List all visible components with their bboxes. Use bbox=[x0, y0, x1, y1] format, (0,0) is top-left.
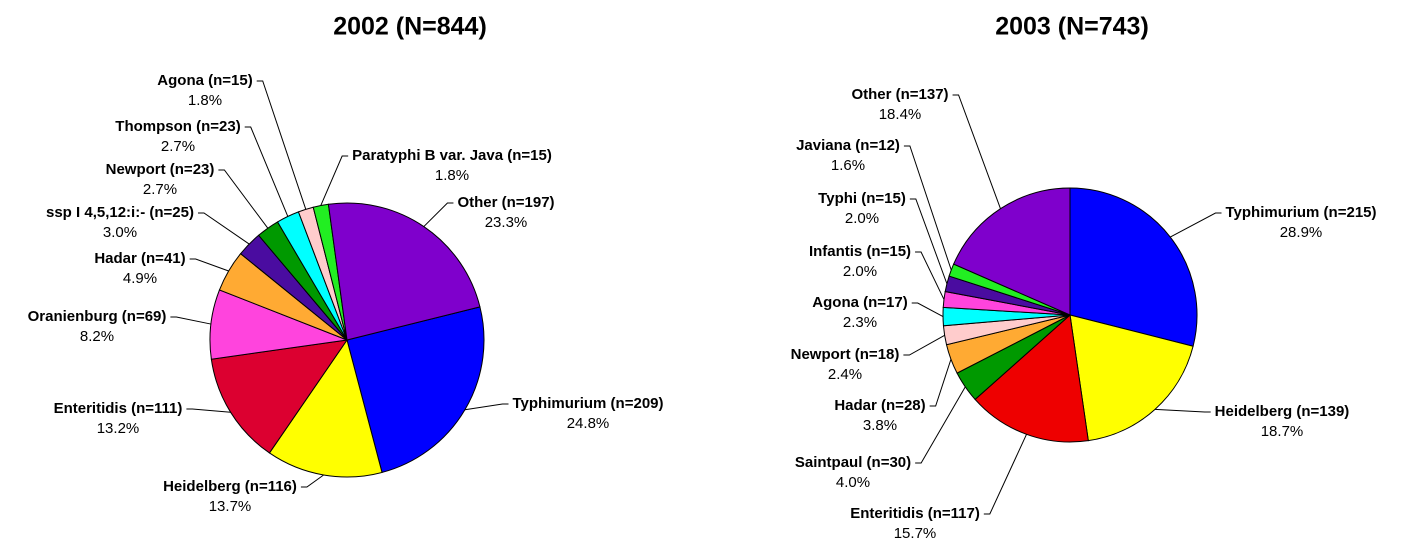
leader-line bbox=[983, 434, 1027, 515]
slice-label: Typhimurium (n=215) bbox=[1226, 204, 1377, 221]
chart-title: 2002 (N=844) bbox=[333, 13, 487, 41]
slice-value-label: 1.8% bbox=[188, 92, 222, 109]
slice-value-label: 2.4% bbox=[828, 366, 862, 383]
leader-line bbox=[423, 202, 454, 227]
pie-slice bbox=[1069, 187, 1198, 347]
leader-line bbox=[170, 316, 212, 325]
leader-line bbox=[903, 334, 945, 356]
slice-value-label: 2.7% bbox=[161, 138, 195, 155]
slice-label: Agona (n=15) bbox=[157, 72, 252, 89]
slice-label: Paratyphi B var. Java (n=15) bbox=[352, 147, 552, 164]
leader-line bbox=[1170, 212, 1222, 238]
leader-line bbox=[915, 251, 945, 300]
slice-label: ssp I 4,5,12:i:- (n=25) bbox=[46, 204, 194, 221]
leader-line bbox=[1154, 408, 1211, 413]
leader-line bbox=[952, 94, 1001, 209]
slice-value-label: 4.9% bbox=[123, 270, 157, 287]
slice-label: Agona (n=17) bbox=[812, 294, 907, 311]
slice-value-label: 4.0% bbox=[836, 474, 870, 491]
slice-label: Typhi (n=15) bbox=[818, 190, 906, 207]
slice-value-label: 1.8% bbox=[435, 167, 469, 184]
leader-line bbox=[915, 386, 966, 464]
slice-label: Enteritidis (n=117) bbox=[850, 505, 980, 522]
slice-value-label: 2.0% bbox=[843, 263, 877, 280]
slice-label: Other (n=137) bbox=[851, 86, 948, 103]
slice-label: Saintpaul (n=30) bbox=[795, 454, 911, 471]
slice-label: Hadar (n=41) bbox=[94, 250, 185, 267]
pie-slice bbox=[1069, 314, 1194, 442]
slice-value-label: 28.9% bbox=[1280, 224, 1323, 241]
slice-label: Newport (n=18) bbox=[791, 346, 900, 363]
slice-value-label: 15.7% bbox=[894, 525, 937, 542]
slice-value-label: 13.2% bbox=[97, 420, 140, 437]
leader-line bbox=[300, 474, 324, 488]
leader-line bbox=[929, 359, 952, 407]
slice-label: Javiana (n=12) bbox=[796, 137, 900, 154]
slice-label: Infantis (n=15) bbox=[809, 243, 911, 260]
slice-value-label: 13.7% bbox=[209, 498, 252, 515]
leader-line bbox=[197, 212, 250, 245]
slice-value-label: 24.8% bbox=[567, 415, 610, 432]
slice-value-label: 23.3% bbox=[485, 214, 528, 231]
leader-line bbox=[218, 169, 269, 229]
slice-label: Oranienburg (n=69) bbox=[28, 308, 167, 325]
slice-label: Typhimurium (n=209) bbox=[513, 395, 664, 412]
slice-value-label: 2.0% bbox=[845, 210, 879, 227]
slice-value-label: 18.4% bbox=[879, 106, 922, 123]
leader-line bbox=[464, 403, 509, 411]
leader-line bbox=[256, 80, 307, 210]
slice-value-label: 3.8% bbox=[863, 417, 897, 434]
slice-label: Thompson (n=23) bbox=[115, 118, 240, 135]
leader-line bbox=[320, 155, 349, 206]
slice-value-label: 1.6% bbox=[831, 157, 865, 174]
slice-value-label: 3.0% bbox=[103, 224, 137, 241]
slice-label: Newport (n=23) bbox=[106, 161, 215, 178]
chart-title: 2003 (N=743) bbox=[995, 13, 1149, 41]
slice-value-label: 2.7% bbox=[143, 181, 177, 198]
slice-label: Enteritidis (n=111) bbox=[54, 400, 183, 417]
leader-line bbox=[911, 302, 944, 318]
slice-label: Heidelberg (n=139) bbox=[1215, 403, 1350, 420]
leader-line bbox=[186, 408, 231, 413]
leader-line bbox=[903, 145, 952, 271]
leader-line bbox=[189, 258, 229, 272]
pie-slice bbox=[327, 202, 481, 341]
slice-value-label: 8.2% bbox=[80, 328, 114, 345]
slice-label: Hadar (n=28) bbox=[834, 397, 925, 414]
slice-value-label: 18.7% bbox=[1261, 423, 1304, 440]
pie-slice bbox=[346, 306, 485, 474]
slice-label: Other (n=197) bbox=[457, 194, 554, 211]
slice-value-label: 2.3% bbox=[843, 314, 877, 331]
pie-slice bbox=[268, 338, 383, 478]
slice-label: Heidelberg (n=116) bbox=[163, 478, 297, 495]
leader-line bbox=[244, 126, 289, 217]
leader-line bbox=[909, 198, 948, 284]
